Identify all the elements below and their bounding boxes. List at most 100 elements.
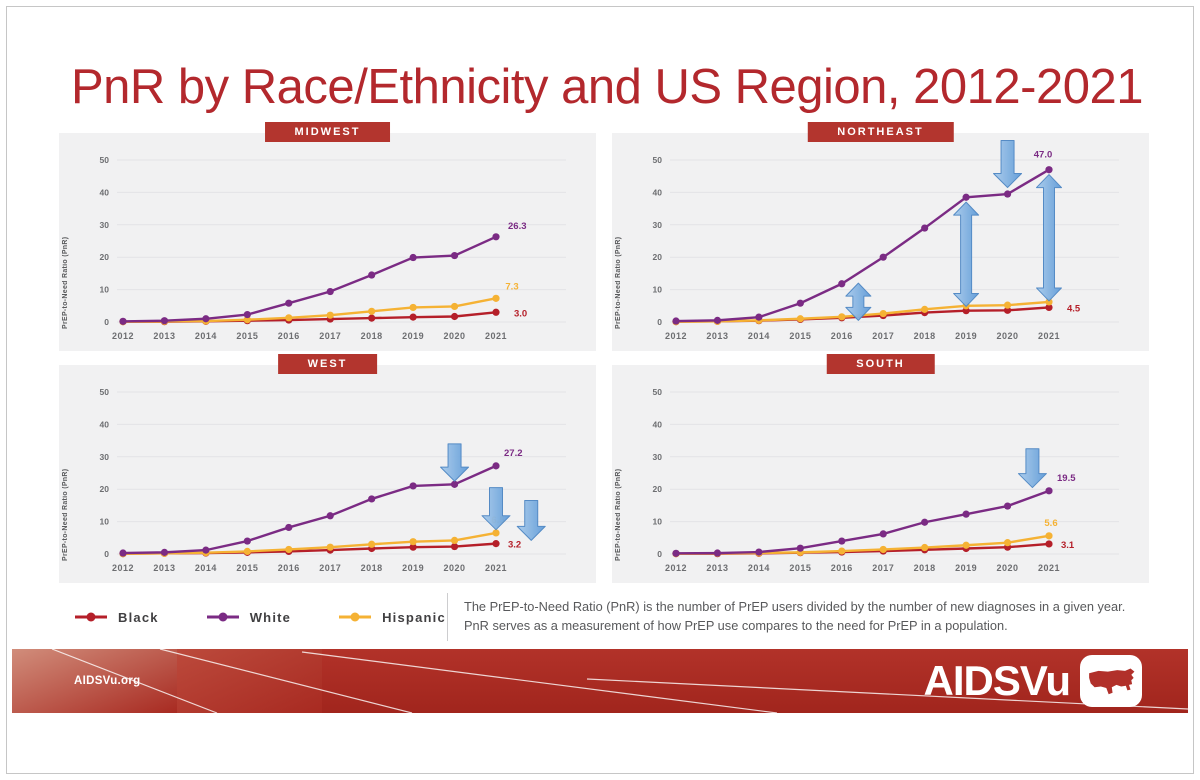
svg-text:2014: 2014 [748, 563, 770, 573]
svg-text:2012: 2012 [665, 563, 687, 573]
svg-text:2017: 2017 [872, 331, 894, 341]
svg-text:2018: 2018 [914, 563, 936, 573]
svg-text:2020: 2020 [444, 563, 466, 573]
svg-text:2017: 2017 [319, 563, 341, 573]
line-chart-west: 0 10 20 30 40 50 2012 2013 2014 2015 2016 2017 2018 2… [100, 387, 566, 573]
svg-text:2015: 2015 [236, 331, 258, 341]
legend-item-white: White [205, 610, 291, 625]
footer-site-url: AIDSVu.org [74, 675, 141, 687]
svg-text:2013: 2013 [153, 563, 175, 573]
legend-label: Black [118, 609, 159, 625]
svg-text:19.5: 19.5 [1057, 473, 1076, 484]
svg-text:50: 50 [100, 155, 110, 165]
slide-page: PnR by Race/Ethnicity and US Region, 201… [6, 6, 1194, 774]
svg-text:2021: 2021 [485, 331, 507, 341]
aidsvu-logo-text: AIDSVu [923, 657, 1071, 704]
svg-text:50: 50 [653, 387, 663, 397]
legend-and-note-row: Black White Hispanic The PrEP-to-Need Ra… [59, 593, 1141, 641]
svg-text:7.3: 7.3 [505, 281, 518, 292]
svg-text:2014: 2014 [748, 331, 770, 341]
svg-text:40: 40 [100, 187, 110, 197]
svg-text:2013: 2013 [706, 563, 728, 573]
chart-panel-west: WEST PrEP-to-Need Ratio (PnR) 0 10 20 30 40 5… [59, 354, 596, 583]
svg-text:2021: 2021 [485, 563, 507, 573]
svg-text:2019: 2019 [955, 331, 977, 341]
chart-panel-midwest: MIDWEST PrEP-to-Need Ratio (PnR) 0 10 20 30… [59, 122, 596, 351]
footer-banner: AIDSVu.org AIDSVu [12, 649, 1188, 713]
svg-text:30: 30 [100, 452, 110, 462]
aidsvu-logo: AIDSVu [924, 655, 1142, 707]
svg-text:2021: 2021 [1038, 563, 1060, 573]
svg-text:2012: 2012 [112, 563, 134, 573]
svg-text:2015: 2015 [236, 563, 258, 573]
svg-text:2016: 2016 [831, 563, 853, 573]
line-chart-south: 0 10 20 30 40 50 2012 2013 2014 2015 2016 2017 2018 2… [653, 387, 1119, 573]
svg-text:2015: 2015 [789, 563, 811, 573]
svg-text:30: 30 [653, 220, 663, 230]
chart-panel-northeast: NORTHEAST PrEP-to-Need Ratio (PnR) 0 10 20… [612, 122, 1149, 351]
svg-text:20: 20 [653, 484, 663, 494]
svg-text:2015: 2015 [789, 331, 811, 341]
svg-text:2018: 2018 [361, 331, 383, 341]
svg-text:40: 40 [653, 187, 663, 197]
legend-marker-icon [75, 612, 107, 622]
region-chip-midwest: MIDWEST [264, 122, 391, 142]
svg-text:2014: 2014 [195, 563, 217, 573]
region-chip-south: SOUTH [826, 354, 935, 374]
svg-text:10: 10 [653, 517, 663, 527]
svg-text:26.3: 26.3 [508, 221, 527, 232]
svg-text:4.5: 4.5 [1067, 303, 1081, 314]
svg-text:20: 20 [100, 484, 110, 494]
legend-item-black: Black [73, 610, 159, 625]
line-chart-northeast: 0 10 20 30 40 50 2012 2013 2014 2015 2016 2017 2018 2… [653, 140, 1119, 341]
svg-text:2021: 2021 [1038, 331, 1060, 341]
svg-text:10: 10 [100, 285, 110, 295]
pnr-definition-note: The PrEP-to-Need Ratio (PnR) is the numb… [464, 599, 1126, 633]
svg-text:0: 0 [104, 549, 109, 559]
svg-text:2013: 2013 [706, 331, 728, 341]
svg-text:3.1: 3.1 [1061, 540, 1075, 551]
svg-text:3.0: 3.0 [514, 308, 527, 319]
svg-text:47.0: 47.0 [1034, 150, 1053, 161]
charts-grid: MIDWEST PrEP-to-Need Ratio (PnR) 0 10 20 30… [59, 122, 1149, 583]
vertical-divider [447, 593, 448, 641]
svg-text:2019: 2019 [402, 331, 424, 341]
legend-label: White [249, 609, 292, 625]
svg-text:20: 20 [653, 252, 663, 262]
svg-text:50: 50 [100, 387, 110, 397]
svg-text:2012: 2012 [112, 331, 134, 341]
svg-text:30: 30 [653, 452, 663, 462]
region-chip-west: WEST [277, 354, 378, 374]
svg-text:30: 30 [100, 220, 110, 230]
chart-panel-south: SOUTH PrEP-to-Need Ratio (PnR) 0 10 20 30 40… [612, 354, 1149, 583]
legend-marker-icon [339, 612, 372, 622]
svg-text:10: 10 [653, 285, 663, 295]
svg-text:2016: 2016 [278, 563, 300, 573]
svg-text:2017: 2017 [319, 331, 341, 341]
svg-text:2014: 2014 [195, 331, 217, 341]
legend-marker-icon [206, 612, 239, 622]
svg-text:2020: 2020 [997, 563, 1019, 573]
svg-text:0: 0 [104, 317, 109, 327]
svg-text:10: 10 [100, 517, 110, 527]
svg-text:2019: 2019 [402, 563, 424, 573]
svg-text:40: 40 [653, 419, 663, 429]
svg-text:20: 20 [100, 252, 110, 262]
svg-text:2020: 2020 [997, 331, 1019, 341]
svg-text:2016: 2016 [278, 331, 300, 341]
svg-text:3.2: 3.2 [508, 540, 521, 551]
legend-label: Hispanic [382, 609, 446, 625]
svg-text:2018: 2018 [914, 331, 936, 341]
page-title: PnR by Race/Ethnicity and US Region, 201… [71, 60, 1144, 114]
line-chart-midwest: 0 10 20 30 40 50 2012 2013 2014 2015 2016 2017 2018 2… [100, 155, 566, 341]
svg-text:27.2: 27.2 [504, 448, 523, 459]
svg-text:2013: 2013 [153, 331, 175, 341]
legend: Black White Hispanic [59, 610, 447, 625]
us-map-icon [1080, 655, 1142, 707]
svg-text:2012: 2012 [665, 331, 687, 341]
svg-text:40: 40 [100, 419, 110, 429]
svg-text:0: 0 [657, 549, 662, 559]
svg-text:2016: 2016 [831, 331, 853, 341]
svg-text:2018: 2018 [361, 563, 383, 573]
svg-text:50: 50 [653, 155, 663, 165]
